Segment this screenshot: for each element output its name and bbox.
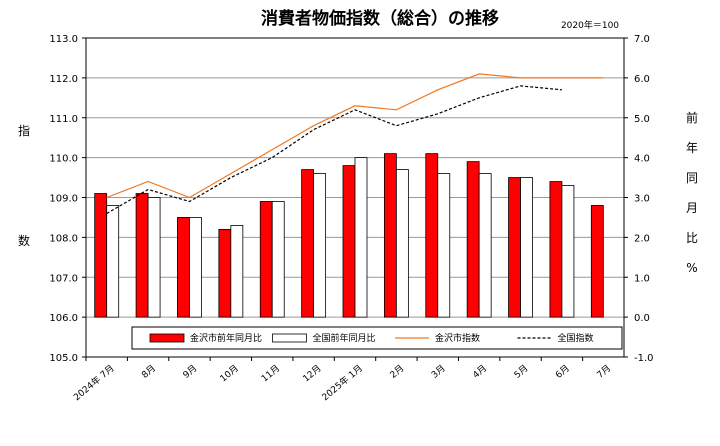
plot-frame bbox=[85, 37, 625, 358]
right-tick-label: 0.0 bbox=[634, 313, 650, 324]
legend-box bbox=[131, 326, 623, 350]
x-category-label: 5月 bbox=[512, 363, 530, 381]
right-tick-label: 3.0 bbox=[634, 194, 650, 205]
legend-swatch bbox=[272, 333, 307, 343]
base-year-note: 2020年＝100 bbox=[561, 19, 619, 31]
left-tick-label: 106.0 bbox=[49, 313, 78, 324]
legend-label: 金沢市指数 bbox=[435, 332, 480, 344]
bar-kanazawa-yoy bbox=[590, 205, 604, 318]
right-axis-label-char: 前 bbox=[686, 110, 698, 125]
bar-kanazawa-yoy bbox=[466, 161, 480, 318]
x-category-label: 11月 bbox=[259, 363, 282, 385]
right-axis-label-char: 月 bbox=[686, 201, 698, 215]
bar-national-yoy bbox=[147, 197, 161, 318]
x-category-label: 6月 bbox=[553, 363, 571, 381]
legend-swatch bbox=[149, 333, 185, 343]
x-category-label: 2025年 1月 bbox=[319, 362, 365, 403]
bar-national-yoy bbox=[520, 177, 533, 318]
bar-kanazawa-yoy bbox=[342, 165, 356, 318]
left-tick-label: 109.0 bbox=[49, 194, 78, 205]
left-tick-label: 105.0 bbox=[49, 353, 78, 364]
legend-label: 金沢市前年同月比 bbox=[190, 332, 262, 344]
right-axis-label-char: 年 bbox=[686, 141, 698, 155]
bar-kanazawa-yoy bbox=[549, 181, 563, 318]
x-category-label: 7月 bbox=[595, 363, 613, 381]
bar-national-yoy bbox=[437, 173, 451, 318]
x-category-label: 12月 bbox=[301, 363, 324, 385]
bar-national-yoy bbox=[106, 205, 120, 318]
bar-kanazawa-yoy bbox=[425, 153, 439, 318]
bar-national-yoy bbox=[395, 169, 409, 318]
right-axis-label-char: 比 bbox=[686, 231, 698, 245]
chart-title: 消費者物価指数（総合）の推移 bbox=[261, 8, 499, 29]
bar-national-yoy bbox=[354, 157, 368, 318]
left-tick-label: 107.0 bbox=[49, 273, 78, 284]
bar-national-yoy bbox=[230, 225, 244, 318]
bar-national-yoy bbox=[271, 201, 285, 318]
x-category-label: 10月 bbox=[218, 363, 241, 385]
bar-kanazawa-yoy bbox=[301, 169, 315, 318]
left-tick-label: 113.0 bbox=[49, 34, 78, 45]
right-tick-label: 2.0 bbox=[634, 233, 650, 244]
legend-label: 全国前年同月比 bbox=[313, 332, 376, 344]
right-tick-label: 1.0 bbox=[634, 273, 650, 284]
x-category-label: 3月 bbox=[429, 363, 447, 381]
bar-national-yoy bbox=[561, 185, 575, 318]
left-tick-label: 112.0 bbox=[49, 74, 78, 85]
bar-national-yoy bbox=[313, 173, 327, 318]
left-tick-label: 108.0 bbox=[49, 233, 78, 244]
left-tick-label: 111.0 bbox=[49, 114, 78, 125]
right-tick-label: 5.0 bbox=[634, 114, 650, 125]
left-axis-label-char: 指 bbox=[18, 123, 30, 138]
x-category-label: 2月 bbox=[388, 363, 406, 381]
bar-kanazawa-yoy bbox=[94, 193, 108, 318]
bar-kanazawa-yoy bbox=[383, 153, 397, 318]
left-tick-label: 110.0 bbox=[49, 154, 78, 165]
x-category-label: 2024年 7月 bbox=[71, 362, 117, 403]
x-category-label: 8月 bbox=[140, 363, 158, 381]
bar-kanazawa-yoy bbox=[218, 228, 232, 318]
right-tick-label: 6.0 bbox=[634, 74, 650, 85]
right-axis-label-char: % bbox=[686, 261, 697, 275]
line-kanazawa-index bbox=[106, 73, 604, 199]
legend-label: 全国指数 bbox=[558, 332, 594, 344]
bar-kanazawa-yoy bbox=[135, 193, 149, 318]
bar-national-yoy bbox=[478, 173, 492, 318]
bar-kanazawa-yoy bbox=[259, 201, 273, 318]
right-axis-label-char: 同 bbox=[686, 171, 698, 185]
right-tick-label: -1.0 bbox=[634, 353, 654, 364]
plot-area: 105.0 106.0 107.0 108.0 109.0 110.0 111.0 112.0… bbox=[18, 34, 698, 403]
line-national-index bbox=[106, 85, 562, 215]
right-tick-label: 7.0 bbox=[634, 34, 650, 45]
bar-national-yoy bbox=[189, 217, 202, 318]
x-category-label: 4月 bbox=[471, 363, 489, 381]
bar-kanazawa-yoy bbox=[177, 217, 190, 318]
right-tick-label: 4.0 bbox=[634, 154, 650, 165]
bar-kanazawa-yoy bbox=[508, 177, 521, 318]
x-category-label: 9月 bbox=[181, 363, 199, 381]
left-axis-label-char: 数 bbox=[18, 233, 30, 248]
